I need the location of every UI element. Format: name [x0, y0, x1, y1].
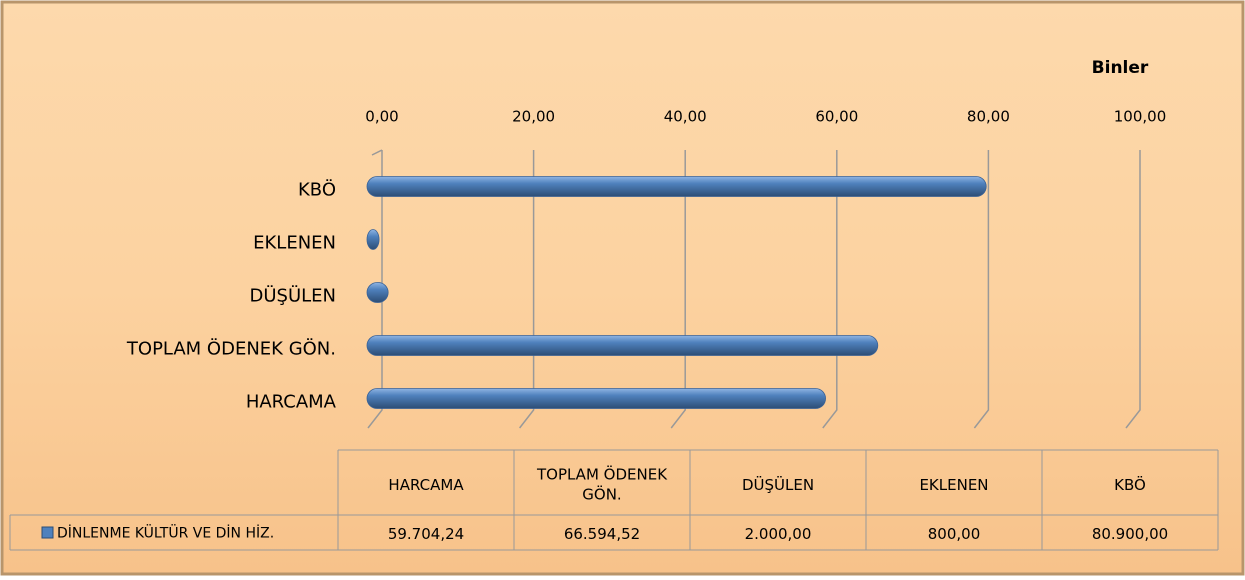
y-tick-label: KBÖ — [298, 179, 336, 201]
bar — [366, 229, 380, 250]
legend-key — [41, 526, 54, 539]
unit-label: Binler — [1092, 58, 1149, 78]
table-value: 66.594,52 — [564, 525, 640, 543]
grid-line — [822, 150, 838, 429]
x-tick-label: 0,00 — [365, 108, 398, 126]
bar — [366, 282, 389, 303]
axis-line — [371, 149, 383, 156]
table-header: TOPLAM ÖDENEK GÖN. — [536, 464, 668, 503]
x-tick-label: 100,00 — [1114, 108, 1167, 126]
y-tick-label: HARCAMA — [246, 392, 337, 413]
y-tick-label: TOPLAM ÖDENEK GÖN. — [126, 338, 336, 360]
y-tick-label: DÜŞÜLEN — [249, 285, 336, 307]
bar — [366, 176, 987, 197]
x-tick-label: 40,00 — [664, 108, 707, 126]
grid-line — [973, 150, 990, 429]
table-header: HARCAMA — [388, 476, 464, 494]
table-value: 59.704,24 — [388, 525, 464, 543]
grid-line — [519, 150, 535, 429]
x-tick-label: 60,00 — [815, 108, 858, 126]
table-header: KBÖ — [1114, 475, 1146, 494]
table-value: 2.000,00 — [745, 525, 812, 543]
y-tick-label: EKLENEN — [253, 233, 336, 254]
table-value: 800,00 — [928, 525, 981, 543]
table-value: 80.900,00 — [1092, 525, 1168, 543]
bar — [366, 335, 879, 356]
x-tick-label: 80,00 — [967, 108, 1010, 126]
table-header: DÜŞÜLEN — [742, 475, 814, 494]
grid-line — [1125, 150, 1141, 429]
grid-line — [367, 150, 383, 429]
x-tick-label: 20,00 — [512, 108, 555, 126]
bar — [366, 388, 826, 409]
legend-label: DİNLENME KÜLTÜR VE DİN HİZ. — [57, 524, 274, 542]
table-header: EKLENEN — [919, 476, 988, 494]
grid-line — [670, 150, 686, 429]
